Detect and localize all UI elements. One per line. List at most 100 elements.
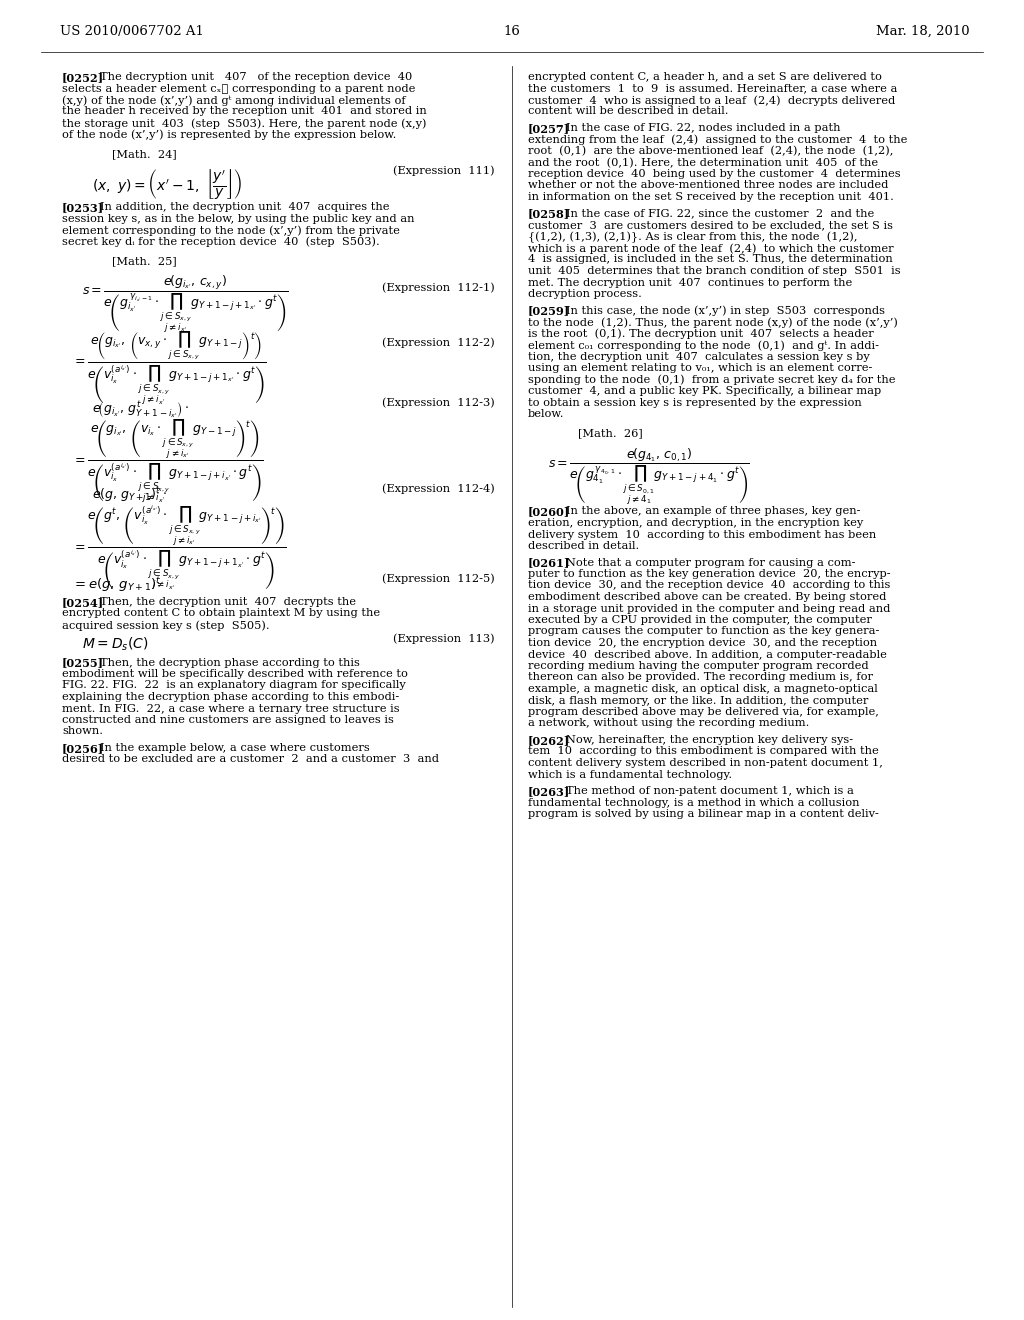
Text: ment. In FIG. 22, a case where a ternary tree structure is: ment. In FIG. 22, a case where a ternary… [62,704,399,714]
Text: [0257]: [0257] [528,123,570,135]
Text: In this case, the node (x’,y’) in step S503 corresponds: In this case, the node (x’,y’) in step S… [566,305,885,315]
Text: met. The decryption unit 407 continues to perform the: met. The decryption unit 407 continues t… [528,277,852,288]
Text: the storage unit 403 (step S503). Here, the parent node (x,y): the storage unit 403 (step S503). Here, … [62,117,427,128]
Text: described in detail.: described in detail. [528,541,639,550]
Text: $= \dfrac{e\!\left(g_{i_{x'}},\, \left(v_{i_x} \cdot \prod_{\substack{j \in S_{x: $= \dfrac{e\!\left(g_{i_{x'}},\, \left(v… [72,417,263,504]
Text: (Expression  113): (Expression 113) [393,634,495,644]
Text: program causes the computer to function as the key genera-: program causes the computer to function … [528,627,880,636]
Text: [Math.  24]: [Math. 24] [112,149,177,158]
Text: Note that a computer program for causing a com-: Note that a computer program for causing… [566,557,855,568]
Text: eration, encryption, and decryption, in the encryption key: eration, encryption, and decryption, in … [528,517,863,528]
Text: recording medium having the computer program recorded: recording medium having the computer pro… [528,661,868,671]
Text: a network, without using the recording medium.: a network, without using the recording m… [528,718,809,729]
Text: element c₀₁ corresponding to the node (0,1) and gᵗ. In addi-: element c₀₁ corresponding to the node (0… [528,341,879,351]
Text: In the case of FIG. 22, nodes included in a path: In the case of FIG. 22, nodes included i… [566,123,841,133]
Text: [0254]: [0254] [62,597,104,609]
Text: [0258]: [0258] [528,209,570,219]
Text: using an element relating to v₀₁, which is an element corre-: using an element relating to v₀₁, which … [528,363,872,374]
Text: (Expression  112-4): (Expression 112-4) [382,483,495,494]
Text: whether or not the above-mentioned three nodes are included: whether or not the above-mentioned three… [528,181,889,190]
Text: decryption process.: decryption process. [528,289,642,300]
Text: $s = \dfrac{e\!\left(g_{4_1},\, c_{0,1}\right)}{e\!\left(g_{4_1}^{\,\gamma_{4_0,: $s = \dfrac{e\!\left(g_{4_1},\, c_{0,1}\… [548,446,750,507]
Text: In addition, the decryption unit 407 acquires the: In addition, the decryption unit 407 acq… [100,202,389,213]
Text: encrypted content C to obtain plaintext M by using the: encrypted content C to obtain plaintext … [62,609,380,619]
Text: Now, hereinafter, the encryption key delivery sys-: Now, hereinafter, the encryption key del… [566,735,853,744]
Text: selects a header element cₓⳈ corresponding to a parent node: selects a header element cₓⳈ correspondi… [62,83,416,94]
Text: [0263]: [0263] [528,785,570,797]
Text: root (0,1) are the above-mentioned leaf (2,4), the node (1,2),: root (0,1) are the above-mentioned leaf … [528,147,893,156]
Text: tion device 20, the encryption device 30, and the reception: tion device 20, the encryption device 30… [528,638,878,648]
Text: $M = D_s(C)$: $M = D_s(C)$ [82,635,148,653]
Text: (x,y) of the node (x’,y’) and gᵗ among individual elements of: (x,y) of the node (x’,y’) and gᵗ among i… [62,95,406,106]
Text: embodiment described above can be created. By being stored: embodiment described above can be create… [528,591,887,602]
Text: 16: 16 [504,25,520,38]
Text: (Expression  112-2): (Expression 112-2) [382,337,495,347]
Text: acquired session key s (step S505).: acquired session key s (step S505). [62,620,269,631]
Text: FIG. 22. FIG. 22 is an explanatory diagram for specifically: FIG. 22. FIG. 22 is an explanatory diagr… [62,681,406,690]
Text: shown.: shown. [62,726,103,737]
Text: sponding to the node (0,1) from a private secret key d₄ for the: sponding to the node (0,1) from a privat… [528,375,896,385]
Text: in a storage unit provided in the computer and being read and: in a storage unit provided in the comput… [528,603,891,614]
Text: In the case of FIG. 22, since the customer 2 and the: In the case of FIG. 22, since the custom… [566,209,874,219]
Text: {(1,2), (1,3), (2,1)}. As is clear from this, the node (1,2),: {(1,2), (1,3), (2,1)}. As is clear from … [528,231,857,243]
Text: content will be described in detail.: content will be described in detail. [528,107,728,116]
Text: customer 4 who is assigned to a leaf (2,4) decrypts delivered: customer 4 who is assigned to a leaf (2,… [528,95,895,106]
Text: desired to be excluded are a customer 2 and a customer 3 and: desired to be excluded are a customer 2 … [62,755,439,764]
Text: puter to function as the key generation device 20, the encryp-: puter to function as the key generation … [528,569,891,579]
Text: $s = \dfrac{e\!\left(g_{i_{x'}},\, c_{x,y}\right)}{e\!\left(g_{i_{x'}}^{\,\gamma: $s = \dfrac{e\!\left(g_{i_{x'}},\, c_{x,… [82,275,288,335]
Text: and the root (0,1). Here, the determination unit 405 of the: and the root (0,1). Here, the determinat… [528,157,879,168]
Text: (Expression  112-1): (Expression 112-1) [382,282,495,293]
Text: Then, the decryption phase according to this: Then, the decryption phase according to … [100,657,359,668]
Text: unit 405 determines that the branch condition of step S501 is: unit 405 determines that the branch cond… [528,267,901,276]
Text: (Expression  111): (Expression 111) [393,165,495,176]
Text: [0262]: [0262] [528,735,570,746]
Text: tem 10 according to this embodiment is compared with the: tem 10 according to this embodiment is c… [528,747,879,756]
Text: delivery system 10 according to this embodiment has been: delivery system 10 according to this emb… [528,529,877,540]
Text: encrypted content C, a header h, and a set S are delivered to: encrypted content C, a header h, and a s… [528,73,882,82]
Text: of the node (x’,y’) is represented by the expression below.: of the node (x’,y’) is represented by th… [62,129,396,140]
Text: [0259]: [0259] [528,305,570,317]
Text: Then, the decryption unit 407 decrypts the: Then, the decryption unit 407 decrypts t… [100,597,356,607]
Text: [0253]: [0253] [62,202,104,213]
Text: fundamental technology, is a method in which a collusion: fundamental technology, is a method in w… [528,797,859,808]
Text: is the root (0,1). The decryption unit 407 selects a header: is the root (0,1). The decryption unit 4… [528,329,873,339]
Text: Mar. 18, 2010: Mar. 18, 2010 [877,25,970,38]
Text: element corresponding to the node (x’,y’) from the private: element corresponding to the node (x’,y’… [62,224,400,235]
Text: example, a magnetic disk, an optical disk, a magneto-optical: example, a magnetic disk, an optical dis… [528,684,878,694]
Text: device 40 described above. In addition, a computer-readable: device 40 described above. In addition, … [528,649,887,660]
Text: $(x,\ y) = \left(x' - 1,\ \left\lfloor\dfrac{y'}{y}\right\rfloor\right)$: $(x,\ y) = \left(x' - 1,\ \left\lfloor\d… [92,168,242,201]
Text: in information on the set S received by the reception unit 401.: in information on the set S received by … [528,191,894,202]
Text: below.: below. [528,409,564,418]
Text: US 2010/0067702 A1: US 2010/0067702 A1 [60,25,204,38]
Text: $e(g,\, g_{Y+1})^t \cdot$: $e(g,\, g_{Y+1})^t \cdot$ [92,484,167,504]
Text: to the node (1,2). Thus, the parent node (x,y) of the node (x’,y’): to the node (1,2). Thus, the parent node… [528,317,898,327]
Text: In the example below, a case where customers: In the example below, a case where custo… [100,743,370,752]
Text: [Math.  26]: [Math. 26] [578,429,643,438]
Text: executed by a CPU provided in the computer, the computer: executed by a CPU provided in the comput… [528,615,871,624]
Text: extending from the leaf (2,4) assigned to the customer 4 to the: extending from the leaf (2,4) assigned t… [528,135,907,145]
Text: [0252]: [0252] [62,73,104,83]
Text: explaining the decryption phase according to this embodi-: explaining the decryption phase accordin… [62,692,399,702]
Text: content delivery system described in non-patent document 1,: content delivery system described in non… [528,758,883,768]
Text: which is a parent node of the leaf (2,4) to which the customer: which is a parent node of the leaf (2,4)… [528,243,894,253]
Text: which is a fundamental technology.: which is a fundamental technology. [528,770,732,780]
Text: program is solved by using a bilinear map in a content deliv-: program is solved by using a bilinear ma… [528,809,879,818]
Text: session key s, as in the below, by using the public key and an: session key s, as in the below, by using… [62,214,415,223]
Text: the customers 1 to 9 is assumed. Hereinafter, a case where a: the customers 1 to 9 is assumed. Hereina… [528,83,897,94]
Text: program described above may be delivered via, for example,: program described above may be delivered… [528,708,879,717]
Text: [0255]: [0255] [62,657,104,668]
Text: [Math.  25]: [Math. 25] [112,256,177,267]
Text: reception device 40 being used by the customer 4 determines: reception device 40 being used by the cu… [528,169,901,180]
Text: [0260]: [0260] [528,507,570,517]
Text: (Expression  112-5): (Expression 112-5) [382,573,495,583]
Text: customer 4, and a public key PK. Specifically, a bilinear map: customer 4, and a public key PK. Specifi… [528,385,882,396]
Text: the header h received by the reception unit 401 and stored in: the header h received by the reception u… [62,107,427,116]
Text: 4 is assigned, is included in the set S. Thus, the determination: 4 is assigned, is included in the set S.… [528,255,893,264]
Text: secret key dᵢ for the reception device 40 (step S503).: secret key dᵢ for the reception device 4… [62,236,380,247]
Text: The decryption unit  407  of the reception device 40: The decryption unit 407 of the reception… [100,73,413,82]
Text: [0256]: [0256] [62,743,104,754]
Text: The method of non-patent document 1, which is a: The method of non-patent document 1, whi… [566,785,854,796]
Text: to obtain a session key s is represented by the expression: to obtain a session key s is represented… [528,397,862,408]
Text: (Expression  112-3): (Expression 112-3) [382,397,495,408]
Text: $= e(g,\, g_{Y+1})^t$: $= e(g,\, g_{Y+1})^t$ [72,576,162,594]
